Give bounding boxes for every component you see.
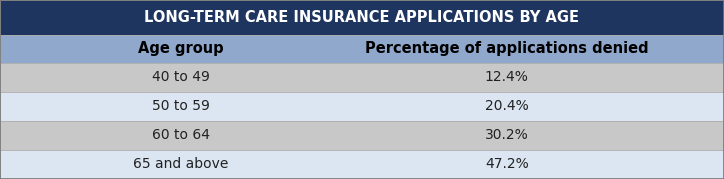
Text: 60 to 64: 60 to 64 [152, 128, 210, 142]
FancyBboxPatch shape [0, 63, 724, 92]
FancyBboxPatch shape [0, 150, 724, 179]
FancyBboxPatch shape [0, 35, 724, 63]
FancyBboxPatch shape [0, 92, 724, 121]
Text: LONG-TERM CARE INSURANCE APPLICATIONS BY AGE: LONG-TERM CARE INSURANCE APPLICATIONS BY… [145, 10, 579, 25]
Text: 12.4%: 12.4% [485, 70, 529, 84]
Text: 20.4%: 20.4% [485, 99, 529, 113]
Text: 50 to 59: 50 to 59 [152, 99, 210, 113]
Text: 40 to 49: 40 to 49 [152, 70, 210, 84]
FancyBboxPatch shape [0, 121, 724, 150]
Text: 30.2%: 30.2% [485, 128, 529, 142]
FancyBboxPatch shape [0, 0, 724, 35]
Text: Percentage of applications denied: Percentage of applications denied [365, 41, 649, 56]
Text: 65 and above: 65 and above [133, 158, 229, 171]
Text: Age group: Age group [138, 41, 224, 56]
Text: 47.2%: 47.2% [485, 158, 529, 171]
